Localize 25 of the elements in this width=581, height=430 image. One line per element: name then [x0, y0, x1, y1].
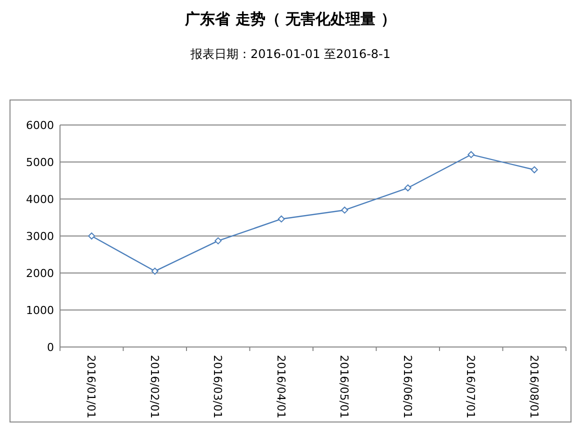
- point: [278, 215, 285, 222]
- y-tick-label: 5000: [26, 156, 54, 169]
- x-tick-label: 2016/07/01: [464, 355, 478, 418]
- chart-title: 广东省 走势（ 无害化处理量 ）: [184, 10, 396, 28]
- y-tick-label: 3000: [26, 230, 54, 243]
- x-tick-label: 2016/03/01: [211, 355, 224, 418]
- point: [214, 237, 222, 244]
- point: [468, 151, 475, 158]
- y-tick-label: 2000: [26, 267, 54, 280]
- x-tick-label: 2016/06/01: [400, 355, 414, 418]
- chart-subtitle: 报表日期：2016-01-01 至2016-8-1: [189, 47, 391, 61]
- y-tick-label: 1000: [26, 304, 54, 317]
- point: [530, 166, 538, 174]
- point: [88, 232, 96, 240]
- point: [404, 184, 412, 192]
- x-tick-label: 2016/04/01: [274, 355, 288, 418]
- y-tick-label: 6000: [26, 119, 54, 132]
- x-tick-label: 2016/02/01: [148, 355, 161, 418]
- y-tick-label: 4000: [26, 193, 54, 206]
- y-tick-label: 0: [47, 341, 54, 354]
- point: [151, 268, 158, 275]
- x-tick-label: 2016/01/01: [84, 355, 98, 418]
- x-tick-label: 2016/08/01: [527, 355, 540, 418]
- point: [341, 206, 348, 214]
- x-tick-label: 2016/05/01: [338, 355, 351, 418]
